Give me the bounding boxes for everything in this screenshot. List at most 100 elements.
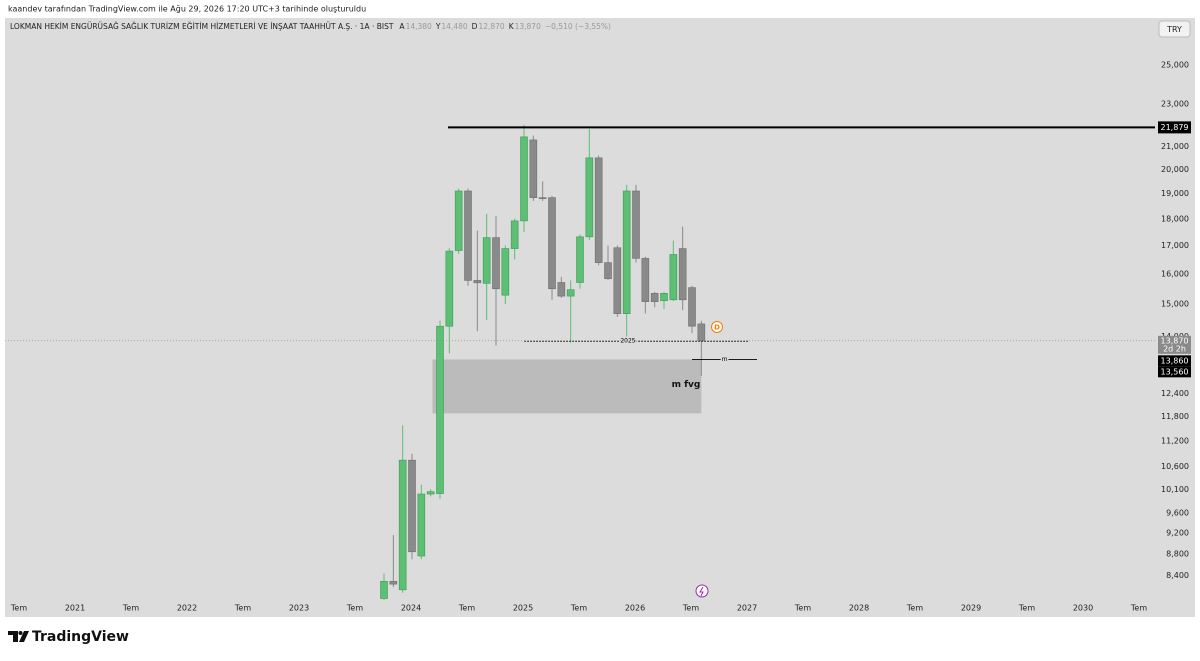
currency[interactable]: TRY [1166,25,1182,34]
y-tick-label: 15,000 [1161,300,1189,309]
candle-body [669,254,678,301]
y-tick-label: 17,000 [1161,241,1189,250]
candle-body [464,190,472,281]
candle-body [454,190,463,251]
candle-body [426,491,435,495]
x-tick-label: 2030 [1073,604,1093,613]
x-tick-label: 2029 [961,604,981,613]
candle-body [632,190,640,259]
y-tick-label: 25,000 [1161,60,1189,69]
candle-body [688,287,696,327]
ohlc-key: D [472,22,478,31]
candle-body [520,136,528,222]
x-tick-label: 2023 [289,604,309,613]
candle-body [660,293,668,302]
candle-body [604,262,612,279]
dividend-badge[interactable] [711,321,723,333]
y-tick-label: 10,600 [1161,462,1189,471]
y-tick-label: 16,000 [1161,269,1189,278]
ohlc-key: Y [435,22,441,31]
candle-body [389,580,398,585]
plot: m fvg 2025 m [5,124,1155,600]
level-name: m [722,356,728,363]
x-tick-label: 2022 [177,604,197,613]
x-tick-label: Tem [906,604,923,613]
x-tick-label: Tem [682,604,699,613]
x-tick-label: Tem [10,604,27,613]
x-tick-label: Tem [1130,604,1147,613]
y-tick-label: 19,000 [1161,189,1189,198]
x-tick-label: Tem [570,604,587,613]
x-tick-label: Tem [794,604,811,613]
y-tick-label: 9,200 [1166,529,1189,538]
x-tick-label: 2027 [737,604,757,613]
level-tag [1158,355,1191,367]
ohlc-value: 12,870 [478,22,504,31]
candle-body [566,289,575,297]
candle-body [538,197,547,199]
candle-body [613,247,622,314]
axis: 25,000 23,000 21,000 20,000 19,000 18,000 17,0… [10,60,1191,613]
lightning-icon[interactable] [695,584,709,598]
x-tick-label: Tem [1018,604,1035,613]
currency-button[interactable] [1158,20,1191,38]
fvg-label: m fvg [672,380,701,390]
y-tick-label: 10,100 [1161,485,1189,494]
candle-body [436,325,444,494]
level-label: 13,860 [1161,356,1189,365]
x-tick-label: 2028 [849,604,869,613]
y-tick-label: 23,000 [1161,99,1189,108]
chart-title: LOKMAN HEKİM ENGÜRÜSAĞ SAĞLIK TURİZM EĞİ… [10,22,394,31]
level-label: 13,560 [1161,367,1189,376]
candle-body [408,459,416,553]
candle-body [398,459,407,591]
candle-body [529,139,538,198]
y-tick-label: 18,000 [1161,214,1189,223]
y-tick-label: 8,800 [1166,549,1189,558]
candle-body [445,250,454,327]
logo-mark [8,631,29,642]
logo-dot [18,631,23,635]
candle-body [417,493,426,557]
candle-body [622,190,631,314]
header: LOKMAN HEKİM ENGÜRÜSAĞ SAĞLIK TURİZM EĞİ… [10,22,611,31]
candle-body [482,237,491,284]
ohlc-value: 14,380 [406,22,432,31]
x-tick-label: 2025 [513,604,533,613]
candle-body [594,157,603,263]
candle-body [641,258,650,302]
resistance-tag [1158,121,1191,134]
candle-body [678,248,687,301]
x-tick-label: Tem [122,604,139,613]
x-tick-label: 2026 [625,604,645,613]
level-tag [1158,366,1191,378]
candle-body [557,282,566,297]
y-tick-label: 20,000 [1161,165,1189,174]
change: −0,510 (−3,55%) [545,22,611,31]
y-tick-label: 11,200 [1161,436,1189,445]
candle-body [697,323,706,342]
candle-body [492,237,500,290]
candle-body [548,197,556,290]
x-tick-label: 2021 [65,604,85,613]
candle-body [585,157,594,238]
candle-body [380,580,388,599]
x-tick-label: 2024 [401,604,421,613]
ohlc-value: 14,480 [441,22,467,31]
x-tick-label: Tem [234,604,251,613]
ohlc-value: 13,870 [515,22,541,31]
lightning-glyph [699,586,704,597]
y-tick-label: 9,600 [1166,509,1189,518]
candle-body [576,236,584,283]
countdown: 2d 2h [1163,344,1186,353]
y-tick-label: 21,000 [1161,142,1189,151]
badge-label: D [714,324,720,332]
fvg-zone [432,359,702,414]
credit: kaandev tarafından TradingView.com ile A… [8,5,366,14]
y-tick-label: 8,400 [1166,571,1189,580]
y-tick-label: 11,800 [1161,412,1189,421]
candle-body [650,293,659,302]
last-price-tag [1158,335,1191,354]
y-tick-label: 12,400 [1161,389,1189,398]
